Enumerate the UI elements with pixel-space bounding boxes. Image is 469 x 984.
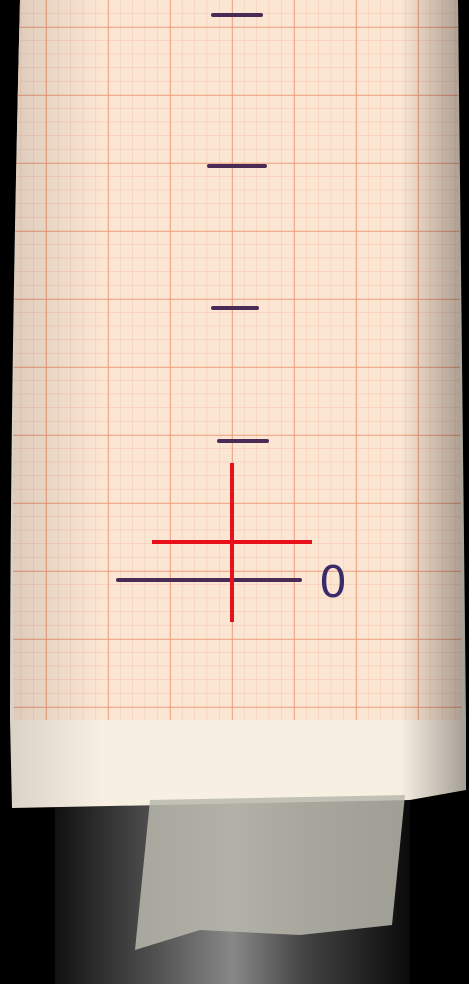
crosshair (152, 463, 312, 622)
zero-label: 0 (319, 557, 347, 608)
paper-shading (10, 0, 469, 810)
pen-ticks (116, 13, 302, 582)
tape (135, 795, 405, 950)
